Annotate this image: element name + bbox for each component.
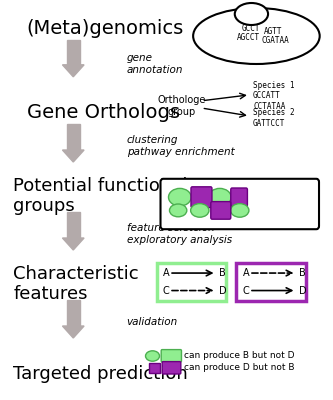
Text: CGATAA: CGATAA xyxy=(261,36,289,45)
Text: Species 1
GCCATT
CCTATAA: Species 1 GCCATT CCTATAA xyxy=(253,81,295,111)
Ellipse shape xyxy=(235,3,268,25)
FancyBboxPatch shape xyxy=(211,202,231,219)
Text: validation: validation xyxy=(127,317,178,327)
Text: clustering
pathway enrichment: clustering pathway enrichment xyxy=(127,135,234,157)
Text: Gene Orthologs: Gene Orthologs xyxy=(27,102,179,122)
Text: gene
annotation: gene annotation xyxy=(127,53,183,75)
Polygon shape xyxy=(67,300,80,326)
Text: can produce D but not B: can produce D but not B xyxy=(184,363,294,372)
Polygon shape xyxy=(67,212,80,238)
Text: B: B xyxy=(299,268,306,278)
Polygon shape xyxy=(67,40,80,65)
Text: AGTT: AGTT xyxy=(264,27,283,36)
Text: feature seletcion
exploratory analysis: feature seletcion exploratory analysis xyxy=(127,223,232,245)
Ellipse shape xyxy=(169,204,187,217)
Text: GCCT: GCCT xyxy=(241,24,260,33)
Ellipse shape xyxy=(208,188,231,206)
FancyBboxPatch shape xyxy=(236,263,306,301)
Text: (Meta)genomics: (Meta)genomics xyxy=(27,18,184,38)
Polygon shape xyxy=(63,326,84,338)
Text: Characteristic
features: Characteristic features xyxy=(13,265,139,303)
Text: C: C xyxy=(163,286,169,296)
Text: B: B xyxy=(219,268,226,278)
Ellipse shape xyxy=(230,204,249,217)
Text: Targeted prediction: Targeted prediction xyxy=(13,365,188,383)
Ellipse shape xyxy=(168,188,191,206)
Text: D: D xyxy=(219,286,227,296)
Polygon shape xyxy=(63,150,84,162)
FancyBboxPatch shape xyxy=(149,363,160,373)
Text: can produce B but not D: can produce B but not D xyxy=(184,351,294,360)
FancyBboxPatch shape xyxy=(157,263,226,301)
Polygon shape xyxy=(63,65,84,77)
Ellipse shape xyxy=(193,8,320,64)
FancyBboxPatch shape xyxy=(162,362,181,374)
Polygon shape xyxy=(67,124,80,150)
Ellipse shape xyxy=(146,351,160,361)
Text: Orthologe
group: Orthologe group xyxy=(157,95,206,117)
FancyBboxPatch shape xyxy=(161,179,319,229)
Polygon shape xyxy=(63,238,84,250)
Text: D: D xyxy=(299,286,307,296)
FancyBboxPatch shape xyxy=(161,350,181,362)
Text: A: A xyxy=(163,268,169,278)
FancyBboxPatch shape xyxy=(231,188,247,206)
Text: Species 2
GATTCCT: Species 2 GATTCCT xyxy=(253,108,295,128)
Text: A: A xyxy=(242,268,249,278)
Ellipse shape xyxy=(190,204,209,217)
Text: Potential functional
groups: Potential functional groups xyxy=(13,177,188,215)
Text: C: C xyxy=(242,286,249,296)
FancyBboxPatch shape xyxy=(191,187,212,208)
Text: AGCCT: AGCCT xyxy=(237,34,260,42)
